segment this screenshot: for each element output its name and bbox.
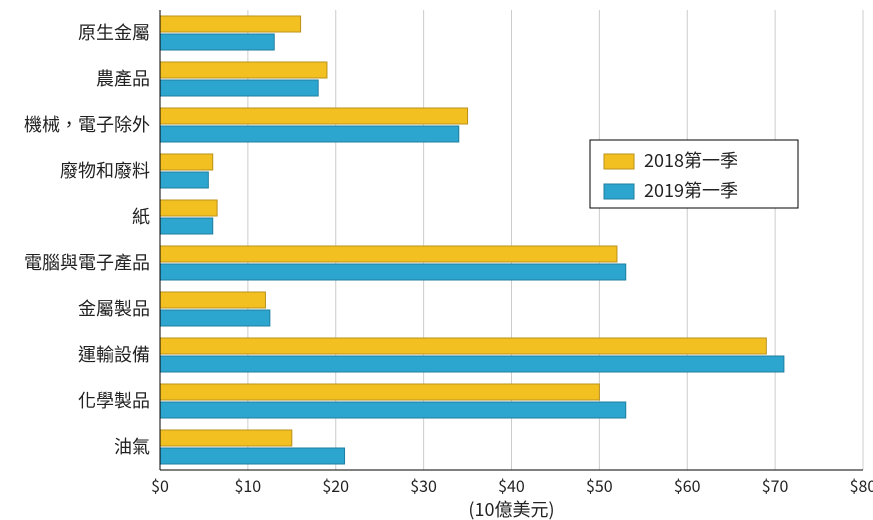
x-tick-label: $10	[235, 473, 262, 497]
legend-swatch	[604, 154, 634, 169]
x-tick-label: $40	[498, 473, 525, 497]
category-label: 原生金屬	[78, 19, 150, 45]
bar-series-1	[160, 448, 345, 464]
bar-series-0	[160, 338, 766, 354]
category-label: 化學製品	[78, 387, 150, 413]
bar-series-0	[160, 430, 292, 446]
x-tick-label: $70	[762, 473, 789, 497]
x-tick-label: $30	[410, 473, 437, 497]
category-label: 金屬製品	[78, 295, 150, 321]
x-tick-label: $80	[850, 473, 873, 497]
legend-label: 2019第一季	[644, 177, 738, 203]
bar-series-1	[160, 264, 626, 280]
category-label: 油氣	[114, 433, 150, 459]
export-chart: $0 $10 $20 $30 $40 $50 $60 $70 $80 原生金屬農產品機械，電子除外…	[0, 0, 873, 520]
chart-svg: $0 $10 $20 $30 $40 $50 $60 $70 $80 原生金屬農產品機械，電子除外…	[0, 0, 873, 520]
legend-label: 2018第一季	[644, 147, 738, 173]
x-tick-label: $50	[586, 473, 613, 497]
bar-series-0	[160, 62, 327, 78]
bar-series-1	[160, 80, 318, 96]
bar-series-0	[160, 246, 617, 262]
x-tick-label: $20	[322, 473, 349, 497]
category-label: 農產品	[96, 65, 150, 91]
category-label: 運輸設備	[78, 341, 150, 367]
bar-series-0	[160, 200, 217, 216]
bar-series-1	[160, 356, 784, 372]
x-axis-label: (10億美元)	[468, 496, 554, 520]
bar-series-0	[160, 154, 213, 170]
bar-series-1	[160, 310, 270, 326]
bar-series-0	[160, 292, 265, 308]
bar-series-0	[160, 108, 468, 124]
bar-series-1	[160, 218, 213, 234]
x-tick-label: $60	[674, 473, 701, 497]
category-label: 廢物和廢料	[60, 157, 150, 183]
category-label: 機械，電子除外	[24, 111, 150, 137]
bar-series-1	[160, 402, 626, 418]
bar-series-1	[160, 172, 208, 188]
x-tick-label: $0	[151, 473, 169, 497]
bar-series-0	[160, 16, 301, 32]
category-label: 紙	[132, 203, 150, 229]
legend-swatch	[604, 184, 634, 199]
category-label: 電腦與電子產品	[24, 249, 150, 275]
bar-series-1	[160, 126, 459, 142]
bar-series-1	[160, 34, 274, 50]
bar-series-0	[160, 384, 599, 400]
